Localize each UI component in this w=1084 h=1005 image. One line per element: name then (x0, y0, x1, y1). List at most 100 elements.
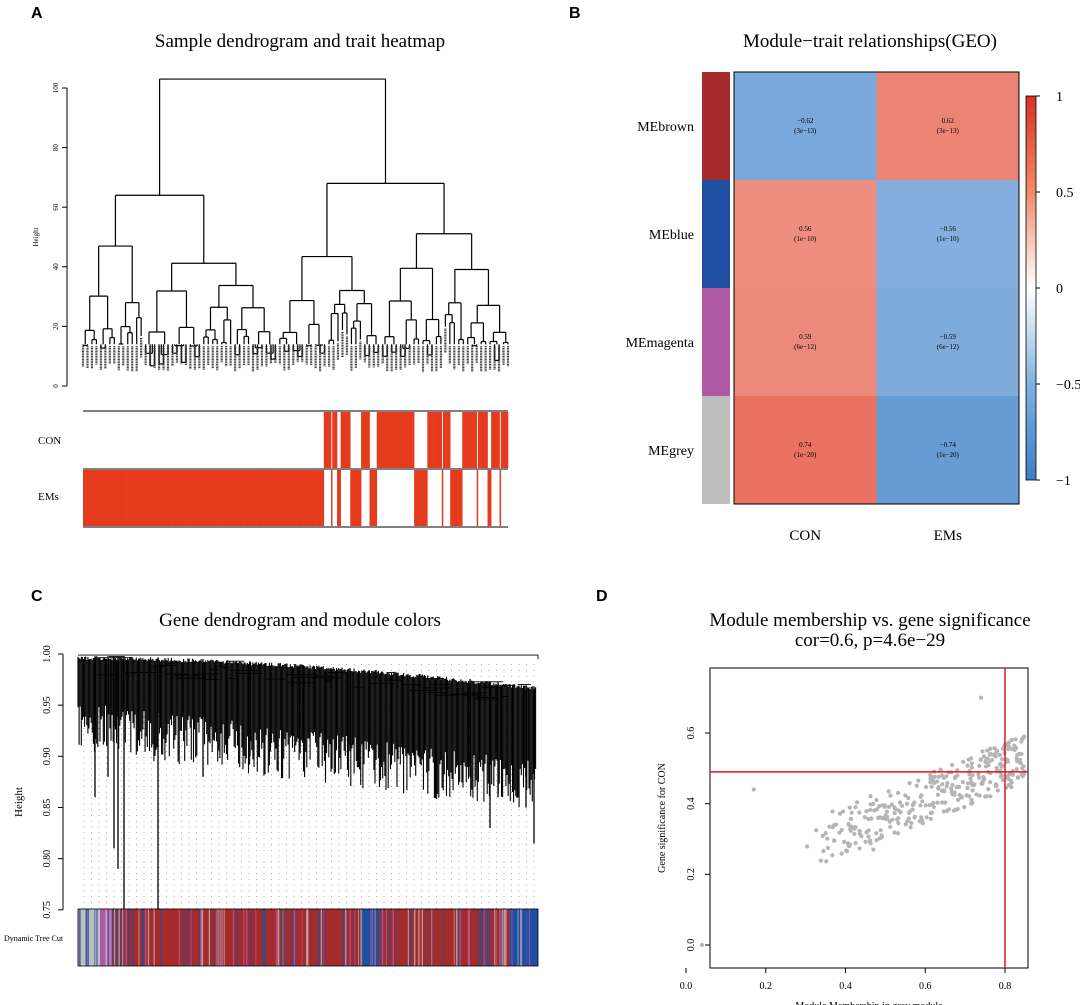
d-scatter-point (892, 810, 897, 816)
d-scatter-point (965, 785, 970, 791)
a-ems-cell (225, 470, 227, 526)
a-ems-cell (161, 470, 163, 526)
a-ems-cell (158, 470, 161, 526)
a-ems-cell (92, 470, 95, 526)
a-ems-cell (421, 470, 423, 526)
d-scatter-point (874, 797, 879, 803)
d-scatter-outlier (871, 847, 876, 852)
a-ems-cell (241, 470, 244, 526)
c-module-streak (529, 909, 531, 966)
a-ems-cell (105, 470, 108, 526)
a-ems-cell (291, 470, 293, 526)
a-ems-cell (318, 470, 321, 526)
c-module-streak (142, 909, 145, 966)
a-ems-cell (192, 470, 195, 526)
c-y-tick-label: 1.00 (42, 645, 53, 663)
c-y-tick-label: 0.75 (42, 901, 53, 919)
chart-c-title: Gene dendrogram and module colors (159, 610, 441, 631)
c-module-streak (183, 909, 185, 966)
a-con-cell (335, 412, 338, 468)
a-ems-cell (135, 470, 138, 526)
c-module-streak (377, 909, 379, 966)
chart-a: 0 20 40 60 80 100 Height CON EMs (32, 78, 510, 528)
c-module-streak (94, 909, 96, 966)
a-ems-cell (303, 470, 305, 526)
a-ems-cell (209, 470, 211, 526)
a-ems-cell (211, 470, 214, 526)
d-scatter-point (846, 844, 851, 849)
c-module-streak (186, 909, 188, 966)
c-module-streak (459, 909, 461, 966)
c-module-streak (276, 909, 278, 966)
d-scatter-point (997, 752, 1002, 758)
d-scatter-point (988, 758, 994, 763)
c-module-streak (396, 909, 398, 966)
d-plot-box (709, 667, 1029, 969)
d-scatter-point (969, 780, 974, 785)
a-con-cell (469, 412, 471, 468)
a-ems-cell (256, 470, 258, 526)
a-con-cell (467, 412, 469, 468)
c-module-streak (486, 909, 489, 966)
c-module-streak (467, 909, 470, 966)
d-scatter-point (877, 836, 882, 841)
d-scatter-point (1009, 780, 1014, 785)
c-module-streak (291, 909, 293, 966)
a-ems-cell (152, 470, 155, 526)
a-ems-cell (185, 470, 187, 526)
d-scatter-point (848, 828, 853, 833)
d-scatter-point (1022, 734, 1027, 739)
a-con-cell (398, 412, 400, 468)
d-x-tick-label: 0.6 (919, 981, 932, 992)
d-scatter-point (866, 816, 871, 822)
c-module-streak (190, 909, 192, 966)
a-ems-cell (221, 470, 223, 526)
d-scatter-point (874, 831, 879, 836)
a-ems-cell (246, 470, 249, 526)
c-module-streak (388, 909, 390, 966)
a-con-cell (462, 412, 464, 468)
a-ems-cell (205, 470, 208, 526)
c-module-streak (501, 909, 503, 966)
d-scatter-point (839, 851, 844, 856)
a-con-cell (404, 412, 406, 468)
d-x-tick-label: 0.0 (680, 981, 693, 992)
d-scatter-point (953, 807, 958, 812)
a-ems-cell (169, 470, 172, 526)
c-module-streak (190, 909, 193, 966)
a-ems-cell (299, 470, 302, 526)
a-ems-cell (204, 470, 207, 526)
a-ems-cell (315, 470, 317, 526)
d-scatter-point (859, 834, 864, 839)
a-ems-cell (288, 470, 291, 526)
d-scatter-point (931, 800, 936, 806)
d-scatter-point (889, 802, 894, 807)
a-ems-cell (150, 470, 152, 526)
c-module-streak (345, 909, 347, 966)
a-ems-cell (279, 470, 281, 526)
a-ems-cell (213, 470, 215, 526)
a-ems-cell (93, 470, 96, 526)
d-scatter-point (1015, 775, 1021, 781)
a-ems-cell (239, 470, 242, 526)
d-scatter-point (912, 800, 917, 805)
c-module-streak (262, 909, 264, 966)
a-ems-cell (258, 470, 261, 526)
a-con-cell (446, 412, 449, 468)
a-ems-cell (113, 470, 115, 526)
d-scatter-point (825, 845, 831, 851)
a-ems-cell (452, 470, 455, 526)
d-scatter-outlier (751, 787, 756, 792)
d-scatter-point (868, 794, 873, 799)
a-ems-cell (143, 470, 145, 526)
a-ems-cell (298, 470, 301, 526)
d-scatter-point (935, 792, 941, 797)
a-ems-cell (222, 470, 225, 526)
a-ems-cell (488, 470, 491, 526)
a-ems-cell (186, 470, 189, 526)
d-scatter-point (813, 828, 819, 833)
d-scatter-point (888, 793, 893, 798)
d-scatter-point (918, 803, 923, 808)
a-con-cell (385, 412, 387, 468)
a-ems-cell (292, 470, 294, 526)
